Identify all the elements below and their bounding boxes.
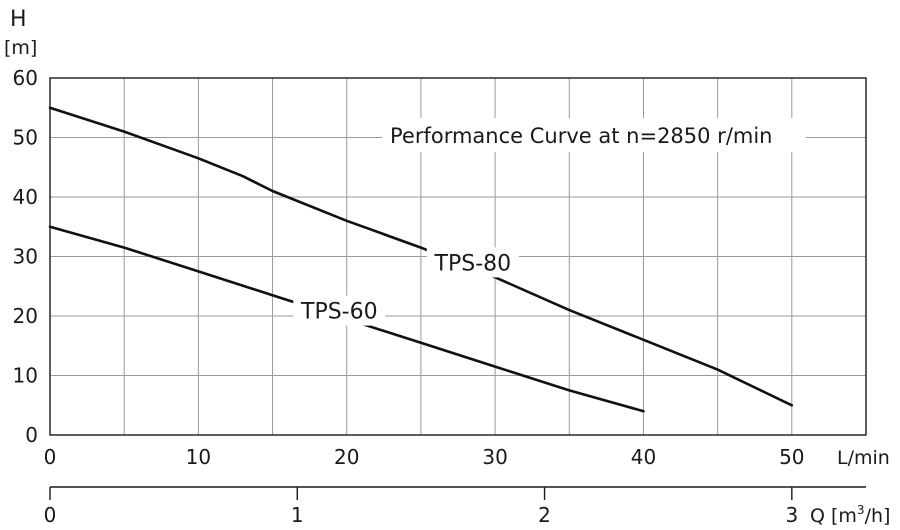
plot-frame xyxy=(49,77,867,436)
series-label-tps-80: TPS-80 xyxy=(434,251,512,276)
x-axis-secondary-unit: Q [m3/h] xyxy=(810,503,890,527)
series-label-bg-tps-60 xyxy=(293,295,386,326)
x-tick-label-40: 40 xyxy=(631,445,656,469)
y-tick-label-40: 40 xyxy=(13,185,38,209)
y-tick-label-50: 50 xyxy=(13,126,38,150)
series-line-tps-80 xyxy=(48,106,794,407)
y-tick-label-60: 60 xyxy=(13,66,38,90)
secondary-axis: 0 1 2 3 xyxy=(44,486,866,527)
secondary-unit-sup: 3 xyxy=(857,503,865,517)
x-tick-label-10: 10 xyxy=(186,445,211,469)
secondary-unit-prefix: Q [m xyxy=(810,505,857,527)
secondary-tick-label-3: 3 xyxy=(785,503,798,527)
x-tick-label-0: 0 xyxy=(44,445,57,469)
series-layer: TPS-80 TPS-60 xyxy=(48,106,794,413)
title-background xyxy=(382,118,806,152)
y-tick-label-30: 30 xyxy=(13,245,38,269)
chart-title: Performance Curve at n=2850 r/min xyxy=(390,124,773,148)
tick-labels: 0 10 20 30 40 50 60 0 10 20 30 40 50 xyxy=(13,66,805,469)
series-label-tps-60: TPS-60 xyxy=(300,300,378,325)
x-axis-unit: L/min xyxy=(837,447,890,469)
x-tick-label-20: 20 xyxy=(334,445,359,469)
y-tick-label-20: 20 xyxy=(13,304,38,328)
y-axis-label: H xyxy=(10,7,27,32)
secondary-unit-suffix: /h] xyxy=(865,505,891,527)
secondary-tick-label-1: 1 xyxy=(291,503,304,527)
secondary-tick-label-2: 2 xyxy=(538,503,551,527)
y-tick-label-0: 0 xyxy=(25,423,38,447)
y-axis-unit: [m] xyxy=(4,37,37,59)
x-tick-label-50: 50 xyxy=(779,445,804,469)
x-tick-label-30: 30 xyxy=(482,445,507,469)
y-tick-label-10: 10 xyxy=(13,364,38,388)
series-label-bg-tps-80 xyxy=(426,247,519,278)
secondary-tick-label-0: 0 xyxy=(44,503,57,527)
